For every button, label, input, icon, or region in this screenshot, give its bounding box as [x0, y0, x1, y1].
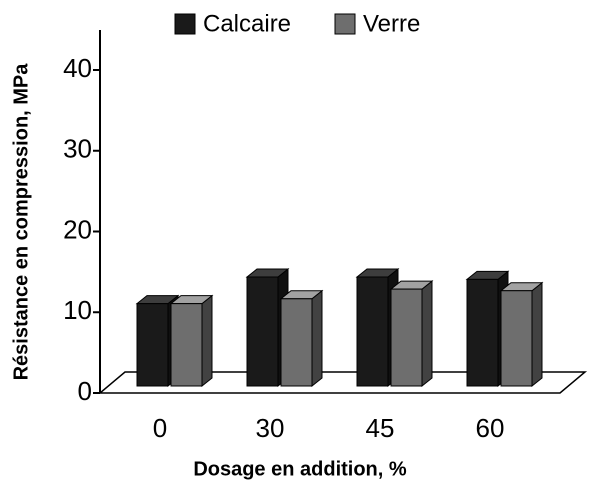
bar: [279, 289, 324, 388]
legend-label: Verre: [363, 10, 420, 37]
bar: [499, 281, 544, 388]
bar-face: [531, 281, 543, 388]
bar-face: [136, 303, 169, 387]
bar-face: [466, 278, 499, 387]
y-tick-label: 40: [63, 53, 92, 83]
bar-face: [246, 276, 279, 387]
y-tick-label: 20: [63, 214, 92, 244]
bar-face: [390, 288, 423, 387]
x-tick-label: 0: [153, 413, 167, 443]
y-tick-label: 10: [63, 295, 92, 325]
floor: [97, 371, 588, 394]
bar-face: [356, 276, 389, 387]
x-tick-label: 30: [256, 413, 285, 443]
bar-face: [170, 303, 203, 387]
x-tick-label: 45: [366, 413, 395, 443]
bar: [169, 294, 214, 388]
bar: [389, 280, 434, 388]
y-axis-label: Résistance en compression, MPa: [10, 63, 32, 381]
x-tick-label: 60: [476, 413, 505, 443]
bar-face: [201, 294, 213, 388]
legend-swatch: [334, 13, 356, 35]
x-axis-label: Dosage en addition, %: [193, 458, 407, 480]
bar-face: [421, 280, 433, 388]
y-tick-label: 30: [63, 134, 92, 164]
bar-face: [311, 289, 323, 388]
bar-face: [280, 298, 313, 387]
legend-label: Calcaire: [203, 10, 291, 37]
y-tick-label: 0: [78, 376, 92, 406]
bar-face: [500, 290, 533, 387]
legend-swatch: [174, 13, 196, 35]
